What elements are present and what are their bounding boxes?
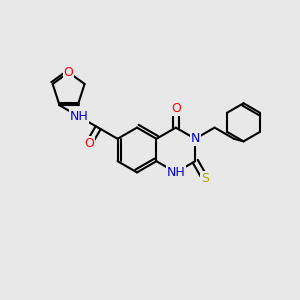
Text: NH: NH	[167, 166, 185, 179]
Text: S: S	[201, 172, 209, 184]
Text: O: O	[84, 136, 94, 150]
Text: O: O	[171, 102, 181, 115]
Text: N: N	[190, 132, 200, 145]
Text: O: O	[64, 66, 74, 79]
Text: NH: NH	[69, 110, 88, 123]
